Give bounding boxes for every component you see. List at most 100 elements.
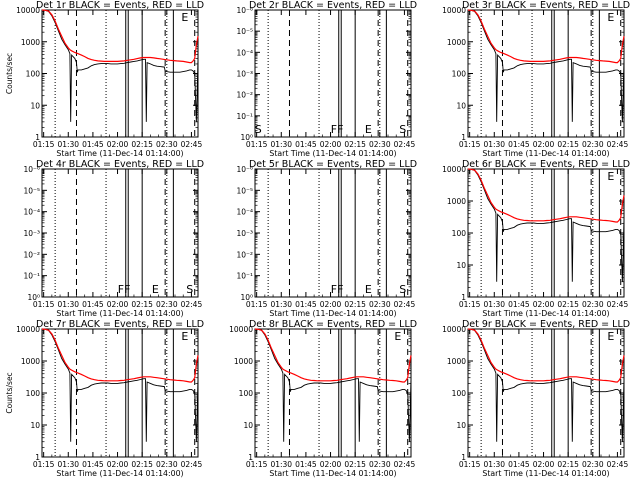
y-tick-label: 10⁻¹ <box>236 112 253 121</box>
x-tick-label: 01:15 <box>246 140 268 149</box>
y-tick-label: 10⁻⁶ <box>236 165 253 174</box>
chart-title: Det 7r BLACK = Events, RED = LLD <box>36 319 204 330</box>
x-tick-label: 01:30 <box>270 140 292 149</box>
y-tick-label: 10⁻⁶ <box>23 165 40 174</box>
y-tick-label: 100 <box>452 229 467 238</box>
flag-label: E <box>607 330 614 343</box>
chart-panel: Det 3r BLACK = Events, RED = LLD 1 10 100 10… <box>442 0 630 158</box>
plot-frame <box>467 328 625 458</box>
y-tick-label: 10⁰ <box>240 133 253 142</box>
y-tick-label: 1000 <box>447 197 466 206</box>
chart-title: Det 2r BLACK = Events, RED = LLD <box>249 0 417 11</box>
x-tick-label: 01:15 <box>246 460 268 469</box>
x-tick-label: 01:30 <box>270 460 292 469</box>
series-line <box>467 328 625 383</box>
x-tick-label: 02:00 <box>107 140 129 149</box>
y-tick-label: 10⁻¹ <box>23 272 40 281</box>
x-tick-label: 02:00 <box>107 300 129 309</box>
x-tick-label: 02:00 <box>320 460 342 469</box>
y-tick-label: 1 <box>35 133 40 142</box>
y-tick-label: 1 <box>461 133 466 142</box>
chart-title: Det 4r BLACK = Events, RED = LLD <box>36 159 204 170</box>
x-tick-label: 02:15 <box>344 460 366 469</box>
x-tick-label: 01:15 <box>33 300 55 309</box>
x-axis-label: Start Time (11-Dec-14 01:14:00) <box>56 469 183 478</box>
y-tick-label: 10 <box>456 261 466 270</box>
y-tick-label: 10 <box>30 421 40 430</box>
x-tick-label: 01:45 <box>295 300 317 309</box>
y-tick-label: 1000 <box>21 38 40 47</box>
chart-panel: Det 8r BLACK = Events, RED = LLD 1 10 100 10… <box>229 319 417 478</box>
y-tick-label: 10⁻² <box>23 250 40 259</box>
x-axis-label: Start Time (11-Dec-14 01:14:00) <box>269 469 396 478</box>
chart-title: Det 1r BLACK = Events, RED = LLD <box>36 0 204 11</box>
chart-title: Det 5r BLACK = Events, RED = LLD <box>249 159 417 170</box>
series-line <box>467 168 625 282</box>
y-tick-label: 10000 <box>442 325 466 334</box>
y-tick-label: 10000 <box>229 325 253 334</box>
y-tick-label: 10⁰ <box>240 293 253 302</box>
x-tick-label: 01:45 <box>82 140 104 149</box>
y-tick-label: 100 <box>452 389 467 398</box>
series-line <box>254 328 412 442</box>
y-tick-label: 10 <box>30 101 40 110</box>
x-tick-label: 02:15 <box>344 140 366 149</box>
x-tick-label: 02:15 <box>131 140 153 149</box>
chart-panel: Det 6r BLACK = Events, RED = LLD 1 10 100 10… <box>442 159 630 318</box>
flag-label: E <box>365 283 372 296</box>
x-tick-label: 02:45 <box>394 460 416 469</box>
x-tick-label: 02:30 <box>156 300 178 309</box>
y-tick-label: 100 <box>26 389 41 398</box>
x-tick-label: 01:15 <box>459 140 481 149</box>
y-tick-label: 10⁻³ <box>236 70 253 79</box>
x-tick-label: 02:45 <box>607 300 629 309</box>
x-tick-label: 02:30 <box>582 460 604 469</box>
series-line <box>254 328 412 383</box>
x-tick-label: 02:30 <box>582 300 604 309</box>
x-tick-label: 01:45 <box>508 140 530 149</box>
chart-panel: Det 9r BLACK = Events, RED = LLD 1 10 100 10… <box>442 319 630 478</box>
x-tick-label: 01:30 <box>483 140 505 149</box>
plot-frame <box>254 328 412 458</box>
x-tick-label: 01:15 <box>246 300 268 309</box>
y-tick-label: 10000 <box>442 165 466 174</box>
x-tick-label: 02:00 <box>533 460 555 469</box>
plot-frame <box>467 9 625 138</box>
y-tick-label: 1000 <box>234 357 253 366</box>
flag-label: E <box>181 11 188 24</box>
x-tick-label: 01:30 <box>483 460 505 469</box>
x-tick-label: 02:00 <box>107 460 129 469</box>
y-tick-label: 100 <box>452 70 467 79</box>
y-tick-label: 10⁻⁴ <box>23 208 40 217</box>
x-tick-label: 02:15 <box>557 460 579 469</box>
series-line <box>467 168 625 223</box>
x-tick-label: 02:30 <box>369 140 391 149</box>
flag-label: S <box>399 283 406 296</box>
flag-label: S <box>186 283 193 296</box>
y-tick-label: 10⁻⁵ <box>23 186 40 195</box>
x-tick-label: 02:15 <box>344 300 366 309</box>
x-axis-label: Start Time (11-Dec-14 01:14:00) <box>482 309 609 318</box>
y-tick-label: 10⁻³ <box>23 229 40 238</box>
series-line <box>41 328 199 383</box>
flag-label: E <box>152 283 159 296</box>
x-tick-label: 02:15 <box>557 300 579 309</box>
chart-title: Det 8r BLACK = Events, RED = LLD <box>249 319 417 330</box>
x-tick-label: 02:45 <box>394 140 416 149</box>
x-tick-label: 02:30 <box>156 460 178 469</box>
x-tick-label: 02:30 <box>369 300 391 309</box>
x-tick-label: 01:45 <box>295 460 317 469</box>
x-tick-label: 02:45 <box>181 300 203 309</box>
y-tick-label: 10⁻⁵ <box>236 186 253 195</box>
x-tick-label: 01:45 <box>82 300 104 309</box>
x-tick-label: 01:30 <box>57 140 79 149</box>
x-tick-label: 01:45 <box>295 140 317 149</box>
y-tick-label: 10⁻² <box>236 250 253 259</box>
y-tick-label: 10 <box>456 421 466 430</box>
y-tick-label: 10 <box>243 421 253 430</box>
series-line <box>41 328 199 442</box>
flag-label: S <box>255 123 262 136</box>
plot-frame <box>41 328 199 458</box>
y-tick-label: 10⁻³ <box>236 229 253 238</box>
